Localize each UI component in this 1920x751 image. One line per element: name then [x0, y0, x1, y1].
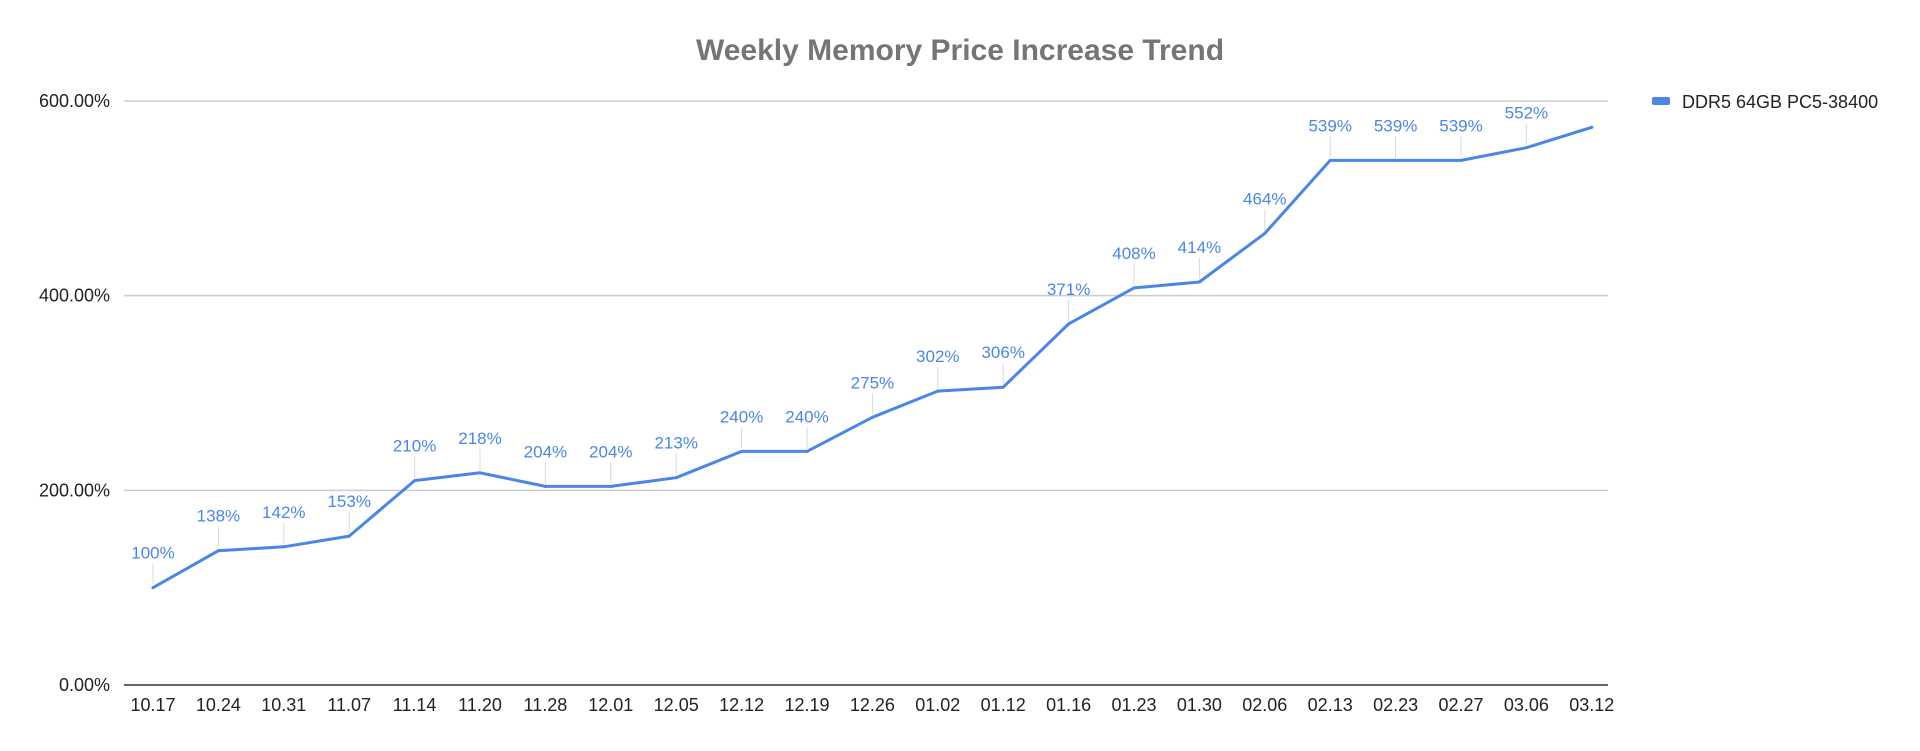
y-tick-label: 0.00%	[59, 675, 110, 695]
data-point	[1132, 286, 1136, 290]
data-label: 138%	[197, 507, 240, 526]
data-point	[609, 484, 613, 488]
x-tick-label: 02.27	[1438, 695, 1483, 715]
legend-label: DDR5 64GB PC5-38400	[1682, 92, 1878, 112]
data-labels: 100% 138% 142% 153% 210% 218% 204% 204% 213% 240%…	[131, 104, 1548, 563]
x-tick-label: 02.13	[1308, 695, 1353, 715]
data-point	[151, 586, 155, 590]
data-point	[1524, 146, 1528, 150]
x-tick-label: 12.26	[850, 695, 895, 715]
x-tick-label: 11.28	[524, 695, 568, 715]
x-tick-label: 11.14	[393, 695, 437, 715]
data-label: 204%	[589, 442, 632, 461]
x-tick-label: 03.06	[1504, 695, 1549, 715]
data-label: 371%	[1047, 280, 1090, 299]
data-label: 408%	[1112, 244, 1155, 263]
data-point	[674, 476, 678, 480]
x-tick-label: 01.16	[1046, 695, 1091, 715]
data-point	[1394, 158, 1398, 162]
x-tick-label: 01.12	[981, 695, 1026, 715]
data-point	[1590, 125, 1594, 129]
data-point	[478, 471, 482, 475]
data-point	[1001, 385, 1005, 389]
data-point	[282, 545, 286, 549]
data-label: 213%	[654, 434, 697, 453]
data-label: 275%	[851, 373, 894, 392]
data-point	[1067, 322, 1071, 326]
x-tick-label: 01.30	[1177, 695, 1222, 715]
data-point	[347, 534, 351, 538]
x-tick-label: 12.01	[588, 695, 633, 715]
data-label: 539%	[1439, 116, 1482, 135]
data-label: 464%	[1243, 189, 1286, 208]
x-tick-label: 01.02	[915, 695, 960, 715]
y-tick-label: 400.00%	[39, 286, 110, 306]
data-label: 142%	[262, 503, 305, 522]
data-point	[805, 449, 809, 453]
series-line	[151, 125, 1594, 590]
data-label: 100%	[131, 544, 174, 563]
x-tick-label: 10.17	[130, 695, 175, 715]
y-axis: 0.00% 200.00% 400.00% 600.00%	[39, 91, 110, 695]
data-label: 240%	[720, 407, 763, 426]
data-point	[1328, 158, 1332, 162]
x-tick-label: 01.23	[1111, 695, 1156, 715]
x-tick-label: 03.12	[1569, 695, 1614, 715]
data-point	[216, 549, 220, 553]
x-tick-label: 12.12	[719, 695, 764, 715]
data-label: 306%	[981, 343, 1024, 362]
x-tick-label: 12.19	[784, 695, 829, 715]
x-tick-label: 10.24	[196, 695, 241, 715]
data-label: 539%	[1308, 116, 1351, 135]
data-point	[740, 449, 744, 453]
chart-title: Weekly Memory Price Increase Trend	[696, 34, 1224, 67]
data-label: 218%	[458, 429, 501, 448]
data-point	[413, 479, 417, 483]
data-label: 240%	[785, 407, 828, 426]
data-point	[936, 389, 940, 393]
label-leaders	[152, 123, 1527, 585]
data-label: 414%	[1178, 238, 1221, 257]
x-axis: 10.17 10.24 10.31 11.07 11.14 11.20 11.28 12.01…	[124, 684, 1614, 715]
data-point	[543, 484, 547, 488]
data-label: 153%	[327, 492, 370, 511]
data-label: 204%	[524, 442, 567, 461]
series-layer	[151, 125, 1594, 590]
x-tick-label: 02.23	[1373, 695, 1418, 715]
data-label: 302%	[916, 347, 959, 366]
data-point	[870, 415, 874, 419]
data-label: 539%	[1374, 116, 1417, 135]
data-point	[1197, 280, 1201, 284]
gridlines	[124, 100, 1608, 492]
x-tick-label: 11.20	[458, 695, 502, 715]
data-point	[1459, 158, 1463, 162]
x-tick-label: 10.31	[261, 695, 306, 715]
y-tick-label: 200.00%	[39, 480, 110, 500]
x-tick-label: 12.05	[654, 695, 699, 715]
legend: DDR5 64GB PC5-38400	[1652, 92, 1878, 112]
data-point	[1263, 231, 1267, 235]
y-tick-label: 600.00%	[39, 91, 110, 111]
x-tick-label: 11.07	[327, 695, 371, 715]
x-tick-label: 02.06	[1242, 695, 1287, 715]
data-label: 210%	[393, 437, 436, 456]
data-label: 552%	[1505, 104, 1548, 123]
legend-swatch	[1652, 97, 1670, 105]
